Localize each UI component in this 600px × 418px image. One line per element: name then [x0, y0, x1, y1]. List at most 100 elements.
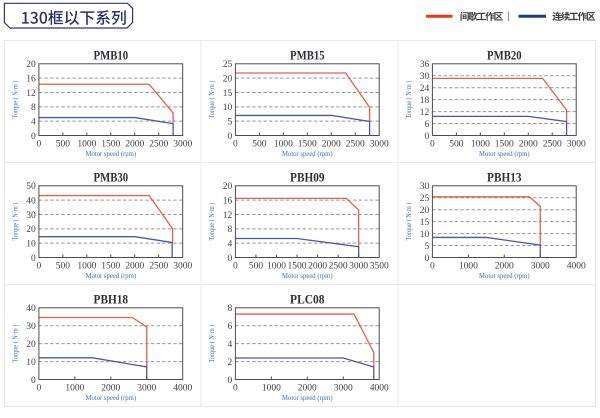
svg-text:1500: 1500 — [288, 262, 307, 272]
svg-text:2000: 2000 — [125, 140, 144, 150]
svg-text:0: 0 — [233, 140, 238, 150]
svg-text:PBH09: PBH09 — [290, 171, 325, 185]
svg-text:0: 0 — [37, 262, 42, 272]
svg-text:1500: 1500 — [101, 140, 120, 150]
svg-text:10: 10 — [223, 103, 233, 113]
svg-text:Motor speed (rpm): Motor speed (rpm) — [86, 150, 137, 158]
svg-text:1000: 1000 — [459, 262, 478, 272]
svg-text:Motor speed (rpm): Motor speed (rpm) — [86, 394, 137, 402]
svg-text:500: 500 — [56, 262, 71, 272]
svg-text:10: 10 — [420, 230, 430, 240]
svg-text:4000: 4000 — [567, 262, 586, 272]
svg-text:Torque ( N·m ): Torque ( N·m ) — [208, 80, 216, 119]
svg-text:30: 30 — [26, 322, 36, 332]
svg-text:Torque ( N·m ): Torque ( N·m ) — [12, 80, 20, 119]
svg-text:0: 0 — [424, 132, 429, 142]
svg-text:20: 20 — [223, 74, 233, 84]
svg-text:0: 0 — [31, 376, 36, 386]
svg-text:25: 25 — [223, 60, 233, 70]
svg-text:2000: 2000 — [308, 262, 327, 272]
svg-text:18: 18 — [420, 96, 430, 106]
svg-text:1000: 1000 — [77, 140, 96, 150]
svg-text:PMB20: PMB20 — [487, 49, 522, 63]
svg-text:1500: 1500 — [101, 262, 120, 272]
svg-text:20: 20 — [420, 206, 430, 216]
svg-text:6: 6 — [424, 120, 429, 130]
svg-text:0: 0 — [37, 140, 42, 150]
svg-text:500: 500 — [249, 262, 264, 272]
svg-text:4: 4 — [31, 117, 36, 127]
svg-text:5: 5 — [424, 242, 429, 252]
svg-text:Motor speed (rpm): Motor speed (rpm) — [282, 394, 333, 402]
svg-text:30: 30 — [420, 72, 430, 82]
svg-text:2500: 2500 — [543, 140, 562, 150]
svg-text:1000: 1000 — [274, 140, 293, 150]
svg-text:Torque ( N·m ): Torque ( N·m ) — [208, 202, 216, 241]
svg-text:12: 12 — [26, 89, 36, 99]
svg-text:3000: 3000 — [349, 262, 368, 272]
svg-text:Motor speed (rpm): Motor speed (rpm) — [86, 272, 137, 280]
svg-text:50: 50 — [26, 182, 36, 192]
svg-text:2000: 2000 — [298, 384, 317, 394]
svg-text:3000: 3000 — [531, 262, 550, 272]
svg-text:15: 15 — [420, 218, 430, 228]
svg-text:500: 500 — [56, 140, 71, 150]
svg-text:0: 0 — [37, 384, 42, 394]
svg-text:36: 36 — [420, 60, 430, 70]
svg-text:12: 12 — [420, 108, 430, 118]
svg-text:20: 20 — [223, 182, 233, 192]
svg-text:3000: 3000 — [173, 140, 192, 150]
svg-text:1000: 1000 — [262, 384, 281, 394]
svg-text:500: 500 — [449, 140, 464, 150]
svg-text:3000: 3000 — [334, 384, 353, 394]
svg-text:3000: 3000 — [567, 140, 586, 150]
svg-text:1500: 1500 — [298, 140, 317, 150]
svg-text:0: 0 — [233, 384, 238, 394]
svg-text:16: 16 — [26, 74, 36, 84]
svg-text:2000: 2000 — [125, 262, 144, 272]
svg-text:0: 0 — [430, 262, 435, 272]
svg-text:5: 5 — [227, 117, 232, 127]
svg-text:4: 4 — [227, 340, 232, 350]
svg-text:4: 4 — [227, 239, 232, 249]
svg-text:1000: 1000 — [77, 262, 96, 272]
svg-text:2: 2 — [227, 358, 232, 368]
svg-text:Torque ( N·m ): Torque ( N·m ) — [12, 202, 20, 241]
svg-text:0: 0 — [227, 132, 232, 142]
svg-text:0: 0 — [31, 132, 36, 142]
svg-text:0: 0 — [31, 254, 36, 264]
svg-text:3500: 3500 — [370, 262, 389, 272]
svg-text:6: 6 — [227, 322, 232, 332]
svg-text:0: 0 — [233, 262, 238, 272]
svg-text:0: 0 — [227, 254, 232, 264]
svg-text:2500: 2500 — [149, 140, 168, 150]
svg-text:Motor speed (rpm): Motor speed (rpm) — [282, 150, 333, 158]
svg-text:PMB10: PMB10 — [94, 49, 129, 63]
svg-text:Motor speed (rpm): Motor speed (rpm) — [479, 150, 530, 158]
svg-text:8: 8 — [31, 103, 36, 113]
svg-text:10: 10 — [26, 239, 36, 249]
svg-text:Motor speed (rpm): Motor speed (rpm) — [282, 272, 333, 280]
svg-text:Motor speed (rpm): Motor speed (rpm) — [479, 272, 530, 280]
svg-text:500: 500 — [252, 140, 267, 150]
svg-text:1000: 1000 — [65, 384, 84, 394]
svg-text:2000: 2000 — [101, 384, 120, 394]
svg-text:PMB15: PMB15 — [290, 49, 325, 63]
svg-text:40: 40 — [26, 304, 36, 314]
svg-text:3000: 3000 — [137, 384, 156, 394]
svg-text:2000: 2000 — [322, 140, 341, 150]
svg-text:25: 25 — [420, 194, 430, 204]
svg-text:PBH13: PBH13 — [487, 171, 522, 185]
svg-text:Torque ( N·m ): Torque ( N·m ) — [405, 80, 413, 119]
svg-text:PMB30: PMB30 — [94, 171, 129, 185]
svg-text:Torque ( N·m ): Torque ( N·m ) — [208, 324, 216, 363]
svg-text:2500: 2500 — [149, 262, 168, 272]
svg-text:16: 16 — [223, 196, 233, 206]
svg-text:20: 20 — [26, 340, 36, 350]
svg-text:4000: 4000 — [173, 384, 192, 394]
svg-text:1500: 1500 — [495, 140, 514, 150]
svg-text:0: 0 — [424, 254, 429, 264]
svg-text:8: 8 — [227, 225, 232, 235]
svg-text:0: 0 — [430, 140, 435, 150]
svg-text:10: 10 — [26, 358, 36, 368]
